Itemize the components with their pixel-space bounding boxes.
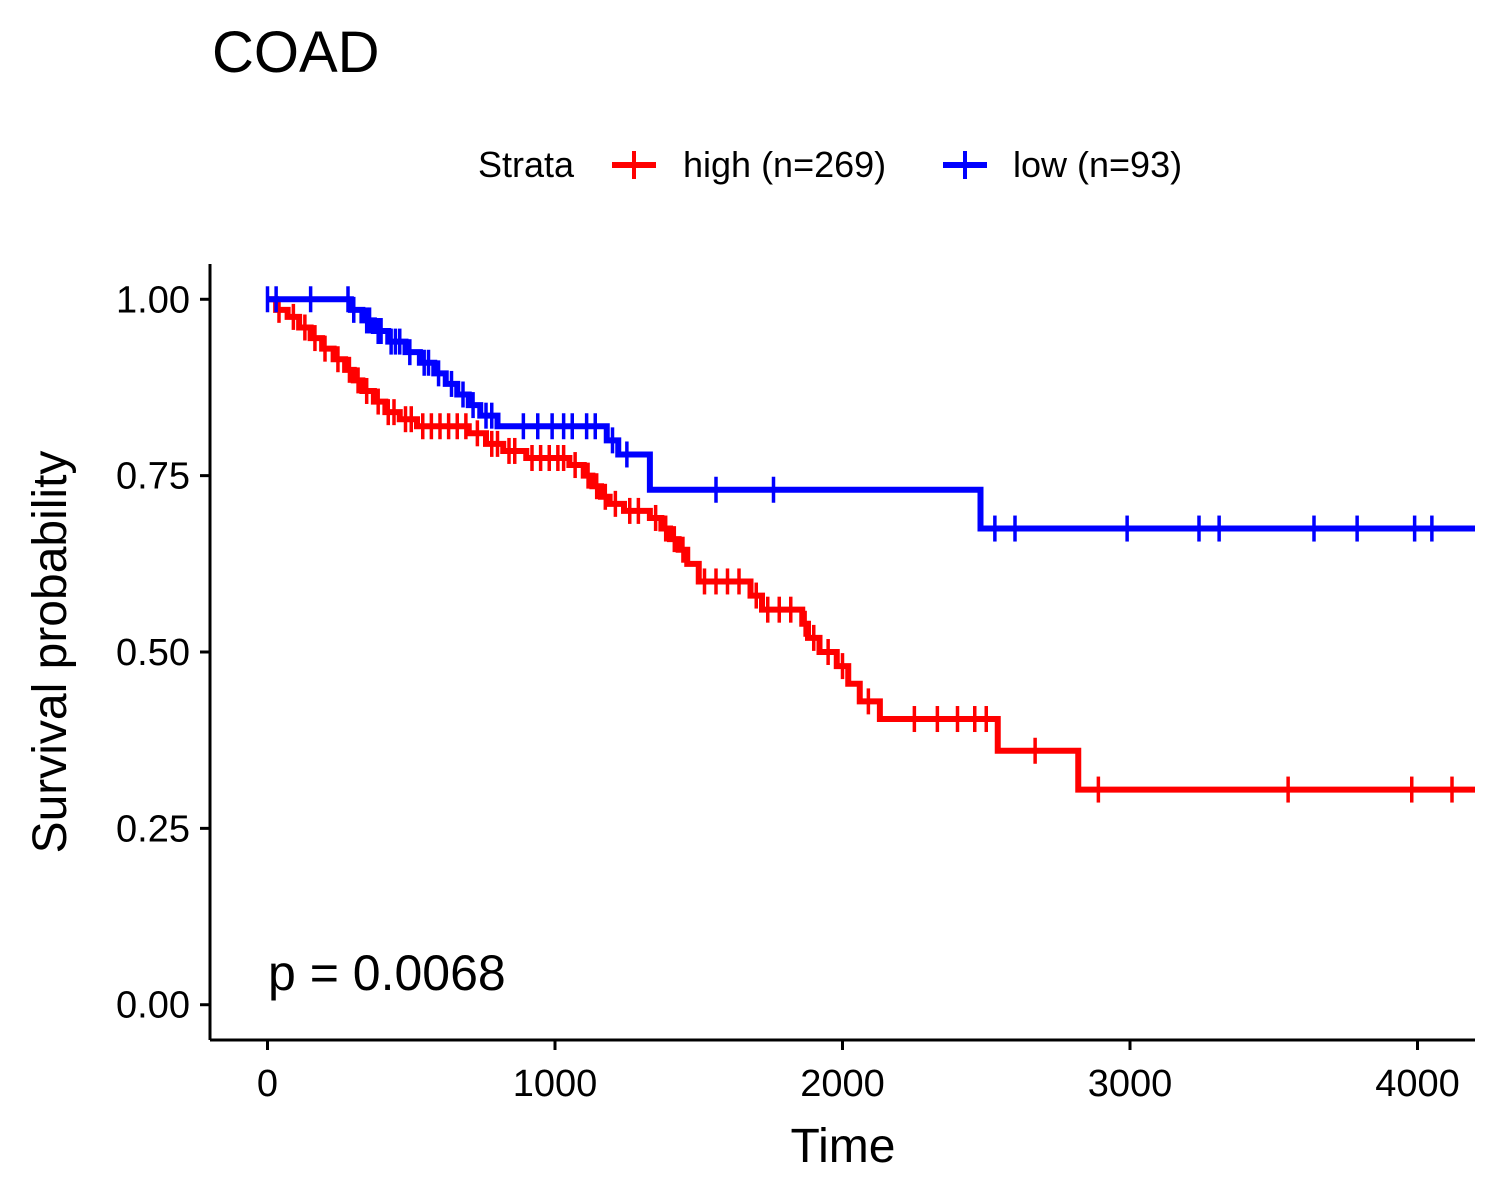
- x-tick-label-1: 1000: [513, 1063, 598, 1105]
- legend: Strata high (n=269) low (n=93): [478, 144, 1182, 185]
- legend-label-low: low (n=93): [1013, 144, 1182, 185]
- series-high: [267, 296, 1475, 803]
- legend-entry-low: low (n=93): [943, 144, 1182, 185]
- series-layer: [265, 286, 1475, 803]
- x-axis-ticks: 0 1000 2000 3000 4000: [257, 1040, 1460, 1105]
- legend-label-high: high (n=269): [683, 144, 886, 185]
- chart-title: COAD: [212, 20, 380, 85]
- series-low: [265, 286, 1475, 542]
- y-axis-ticks: 0.00 0.25 0.50 0.75 1.00: [116, 279, 210, 1027]
- x-tick-label-4: 4000: [1375, 1063, 1460, 1105]
- x-tick-label-0: 0: [257, 1063, 278, 1105]
- y-axis-title: Survival probability: [24, 451, 77, 854]
- y-tick-label-4: 1.00: [116, 279, 190, 321]
- y-tick-label-1: 0.25: [116, 808, 190, 850]
- censor-marks-low: [265, 286, 1434, 542]
- y-tick-label-0: 0.00: [116, 985, 190, 1027]
- y-tick-label-2: 0.50: [116, 632, 190, 674]
- y-tick-label-3: 0.75: [116, 456, 190, 498]
- censor-marks-high: [277, 296, 1454, 803]
- legend-entry-high: high (n=269): [612, 144, 886, 185]
- p-value-annotation: p = 0.0068: [268, 945, 506, 1001]
- x-tick-label-3: 3000: [1088, 1063, 1173, 1105]
- x-axis-title: Time: [791, 1120, 896, 1173]
- survival-curve-low: [267, 296, 1475, 532]
- x-tick-label-2: 2000: [800, 1063, 885, 1105]
- legend-title: Strata: [478, 144, 575, 185]
